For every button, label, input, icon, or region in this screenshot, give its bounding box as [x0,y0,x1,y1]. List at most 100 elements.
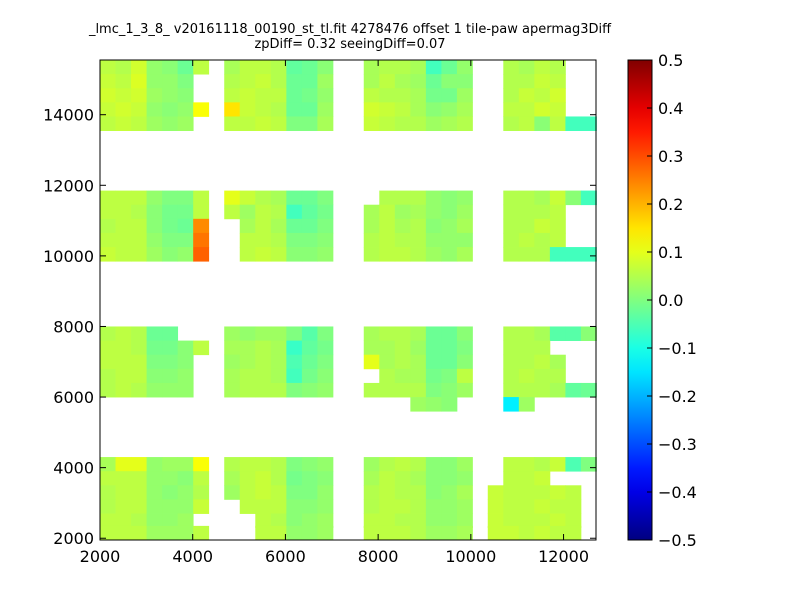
heatmap-cell [224,368,241,384]
heatmap-cell [162,513,179,529]
heatmap-cell [270,354,287,370]
heatmap-cell [549,190,566,206]
heatmap-cell [394,232,411,248]
heatmap-cell [425,60,442,75]
heatmap-cell [115,326,132,341]
colorbar-tick-label: 0.3 [658,147,683,166]
heatmap-cell [518,457,535,472]
heatmap-cell [425,354,442,370]
heatmap-cell [224,116,241,131]
heatmap-cell [100,471,116,486]
heatmap-cell [162,60,179,75]
heatmap-cell [131,513,147,529]
heatmap-cell [394,368,411,384]
heatmap-cell [255,60,272,75]
heatmap-cell [270,457,287,472]
heatmap-cell [317,471,334,486]
heatmap-cell [363,88,380,103]
heatmap-cell [549,382,566,398]
heatmap-cell [565,485,582,500]
heatmap-cell [363,354,380,370]
heatmap-cell [177,190,194,206]
heatmap-cell [286,513,303,529]
heatmap-cell [394,354,411,370]
heatmap-cell [518,102,535,117]
heatmap-cell [410,457,427,472]
heatmap-cell [177,513,194,529]
heatmap-cell [286,232,303,248]
heatmap-cell [363,513,380,529]
heatmap-cell [487,485,504,500]
heatmap-cell [317,60,334,75]
heatmap-cell [270,190,287,206]
heatmap-cell [146,525,163,541]
x-tick-label: 10000 [445,547,496,566]
heatmap-cell [363,326,380,341]
heatmap-cell [115,513,132,529]
heatmap-cell [410,525,427,541]
heatmap-cell [456,74,473,89]
heatmap-cell [379,116,396,131]
heatmap-cell [131,218,147,234]
heatmap-cell [270,471,287,486]
heatmap-cell [255,525,272,541]
heatmap-cell [286,247,303,262]
heatmap-cell [363,102,380,117]
heatmap-cell [410,102,427,117]
heatmap-cell [317,368,334,384]
heatmap-cell [534,74,551,89]
heatmap-cell [131,525,147,541]
heatmap-cell [518,204,535,220]
heatmap-cell [425,368,442,384]
heatmap-cell [193,340,210,356]
heatmap-cell [224,382,241,398]
heatmap-cell [518,513,535,529]
heatmap-cell [193,204,210,220]
heatmap-cell [456,232,473,248]
heatmap-cell [565,247,582,262]
heatmap-cell [441,247,458,262]
heatmap-cell [394,457,411,472]
heatmap-cell [441,116,458,131]
heatmap-cell [363,340,380,356]
heatmap-cell [518,485,535,500]
heatmap-cell [441,499,458,514]
heatmap-cell [115,232,132,248]
heatmap-cell [270,382,287,398]
heatmap-cell [146,471,163,486]
colorbar-tick-label: −0.5 [658,531,697,550]
heatmap-cell [410,471,427,486]
heatmap-cell [100,368,116,384]
heatmap-cell [100,102,116,117]
plot-frame [99,59,597,541]
heatmap-cell [224,60,241,75]
heatmap-cell [456,368,473,384]
heatmap-cell [162,116,179,131]
heatmap-cell [549,88,566,103]
heatmap-cell [425,190,442,206]
heatmap-cell [270,88,287,103]
heatmap-cell [317,74,334,89]
heatmap-cell [534,116,551,131]
heatmap-cell [131,190,147,206]
heatmap-cell [255,340,272,356]
heatmap-cell [580,247,597,262]
heatmap-cell [162,354,179,370]
heatmap-cell [317,102,334,117]
heatmap-cell [301,190,318,206]
heatmap-cell [286,499,303,514]
heatmap-cell [193,471,210,486]
heatmap-cell [379,513,396,529]
heatmap-cell [534,60,551,75]
heatmap-cell [193,60,210,75]
heatmap-cell [239,116,256,131]
heatmap-cell [115,116,132,131]
heatmap-cell [100,513,116,529]
heatmap-cell [518,218,535,234]
heatmap-cell [441,60,458,75]
heatmap-cell [115,247,132,262]
heatmap-cell [146,190,163,206]
heatmap-cell [518,116,535,131]
heatmap-cell [115,204,132,220]
heatmap-cell [286,204,303,220]
